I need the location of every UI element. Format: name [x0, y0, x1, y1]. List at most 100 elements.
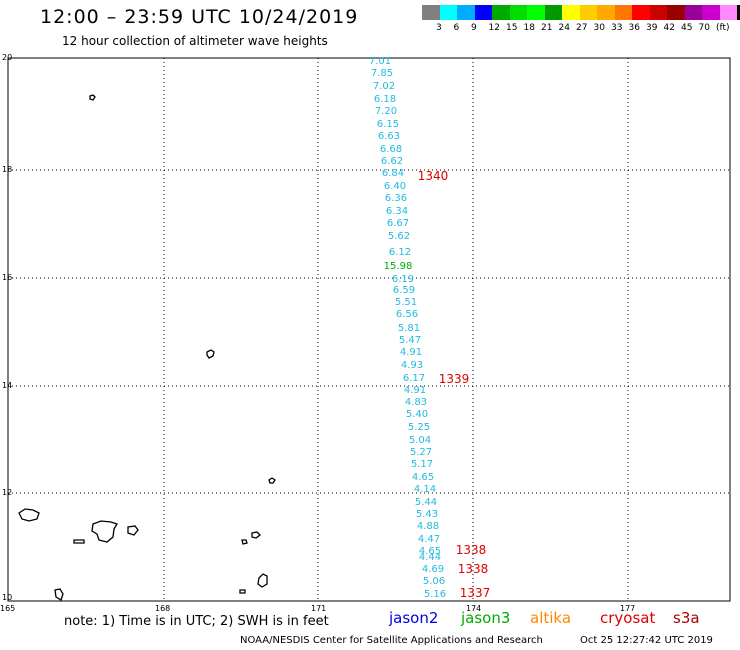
legend-label: 42 [663, 23, 675, 33]
legend-swatch [684, 5, 702, 20]
legend-swatch [509, 5, 527, 20]
legend-swatch [667, 5, 685, 20]
wave-height-label: 4.93 [401, 360, 423, 371]
legend-swatch [562, 5, 580, 20]
lon-label: 174 [466, 604, 481, 613]
wave-height-label: 15.98 [384, 261, 413, 272]
atoll-e1 [251, 531, 261, 539]
sat-label-s3a: s3a [673, 609, 700, 627]
wave-height-label: 4.91 [404, 385, 426, 396]
wave-height-label: 6.56 [396, 309, 418, 320]
wave-height-label: 4.83 [405, 397, 427, 408]
legend-swatch [474, 5, 492, 20]
lat-label: 12 [2, 488, 12, 497]
legend-label: 70 [698, 23, 710, 33]
legend-swatch [422, 5, 440, 20]
wave-height-label: 6.40 [384, 181, 406, 192]
legend-label: 12 [488, 23, 500, 33]
atoll-w1 [18, 508, 40, 522]
wave-height-label: 5.44 [415, 497, 437, 508]
legend-label: 6 [453, 23, 460, 33]
island-mid [206, 349, 215, 359]
generated-timestamp: Oct 25 12:27:42 UTC 2019 [580, 635, 713, 646]
lon-label: 165 [0, 604, 15, 613]
lon-label: 177 [620, 604, 635, 613]
legend-label: 39 [646, 23, 658, 33]
atoll-w4 [127, 525, 139, 536]
wave-height-label: 5.47 [399, 335, 421, 346]
lat-label: 16 [2, 273, 12, 282]
legend-swatch [579, 5, 597, 20]
wave-height-label: 7.02 [373, 81, 395, 92]
island-south [268, 477, 276, 484]
wave-height-label: 6.15 [377, 119, 399, 130]
color-legend [422, 5, 740, 20]
wave-height-label: 6.67 [387, 218, 409, 229]
wave-height-label: 4.65 [419, 546, 441, 557]
wave-height-label: 4.69 [422, 564, 444, 575]
legend-swatch [737, 5, 740, 20]
legend-label: 33 [611, 23, 623, 33]
legend-label: 15 [506, 23, 518, 33]
legend-swatch [702, 5, 720, 20]
legend-label: 18 [523, 23, 535, 33]
lon-label: 168 [155, 604, 170, 613]
legend-label: 36 [628, 23, 640, 33]
sat-label-altika: altika [530, 609, 572, 627]
wave-height-label: 5.06 [423, 576, 445, 587]
time-marker-label: 1338 [456, 543, 487, 557]
legend-label: 21 [541, 23, 553, 33]
wave-height-label: 6.36 [385, 193, 407, 204]
legend-swatch [457, 5, 475, 20]
legend-label: 30 [593, 23, 605, 33]
sat-label-jason2: jason2 [389, 609, 439, 627]
wave-height-label: 6.68 [380, 144, 402, 155]
lon-label: 171 [311, 604, 326, 613]
wave-height-label: 6.18 [374, 94, 396, 105]
wave-height-label: 5.62 [388, 231, 410, 242]
wave-height-label: 5.17 [411, 459, 433, 470]
time-marker-label: 1338 [458, 562, 489, 576]
wave-height-label: 4.47 [418, 534, 440, 545]
wave-height-label: 7.85 [371, 68, 393, 79]
lat-label: 20 [2, 53, 12, 62]
map-frame [7, 57, 731, 602]
lat-label: 14 [2, 381, 12, 390]
time-marker-label: 1340 [418, 169, 449, 183]
credit-text: NOAA/NESDIS Center for Satellite Applica… [240, 635, 543, 646]
wave-height-label: 7.20 [375, 106, 397, 117]
wave-height-label: 6.84 [382, 168, 404, 179]
legend-swatch [719, 5, 737, 20]
atoll-w2 [91, 520, 118, 543]
wave-height-label: 5.40 [406, 409, 428, 420]
legend-label: 24 [558, 23, 570, 33]
legend-swatch [544, 5, 562, 20]
legend-label: (ft) [716, 23, 730, 33]
wave-height-label: 6.63 [378, 131, 400, 142]
wave-height-label: 5.04 [409, 435, 431, 446]
atoll-se1 [239, 589, 246, 594]
wave-height-label: 4.14 [414, 484, 436, 495]
legend-swatch [649, 5, 667, 20]
wave-height-label: 5.51 [395, 297, 417, 308]
footnote: note: 1) Time is in UTC; 2) SWH is in fe… [64, 614, 329, 629]
wave-height-label: 5.25 [408, 422, 430, 433]
legend-label: 27 [576, 23, 588, 33]
lat-label: 18 [2, 165, 12, 174]
time-marker-label: 1339 [439, 372, 470, 386]
island-north [89, 94, 96, 101]
legend-swatch [527, 5, 545, 20]
legend-swatch [492, 5, 510, 20]
legend-swatch [439, 5, 457, 20]
wave-height-label: 6.59 [393, 285, 415, 296]
wave-height-label: 4.91 [400, 347, 422, 358]
sat-label-cryosat: cryosat [600, 609, 656, 627]
wave-height-label: 5.81 [398, 323, 420, 334]
legend-label: 9 [471, 23, 477, 33]
legend-swatch [614, 5, 632, 20]
atoll-e2 [241, 539, 248, 545]
wave-height-label: 7.01 [369, 56, 391, 67]
wave-height-label: 5.43 [416, 509, 438, 520]
wave-height-label: 5.16 [424, 589, 446, 600]
